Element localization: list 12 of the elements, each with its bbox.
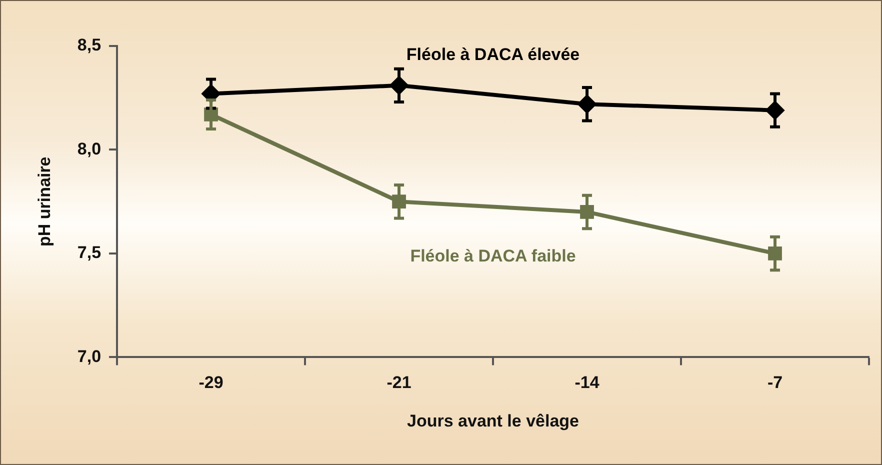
y-axis-title: pH urinaire: [34, 156, 54, 246]
y-tick-label: 7,5: [77, 243, 102, 262]
x-axis-title: Jours avant le vêlage: [407, 411, 580, 430]
x-tick-label: -21: [386, 373, 412, 392]
y-tick-label: 8,5: [77, 36, 102, 55]
x-tick-label: -7: [767, 373, 783, 392]
series-label: Fléole à DACA faible: [410, 246, 576, 266]
y-tick-label: 7,0: [77, 346, 102, 366]
x-tick-label: -14: [574, 373, 600, 392]
x-tick-label: -29: [198, 373, 224, 392]
series-label: Fléole à DACA élevée: [406, 45, 580, 64]
y-tick-label: 8,0: [77, 139, 102, 158]
